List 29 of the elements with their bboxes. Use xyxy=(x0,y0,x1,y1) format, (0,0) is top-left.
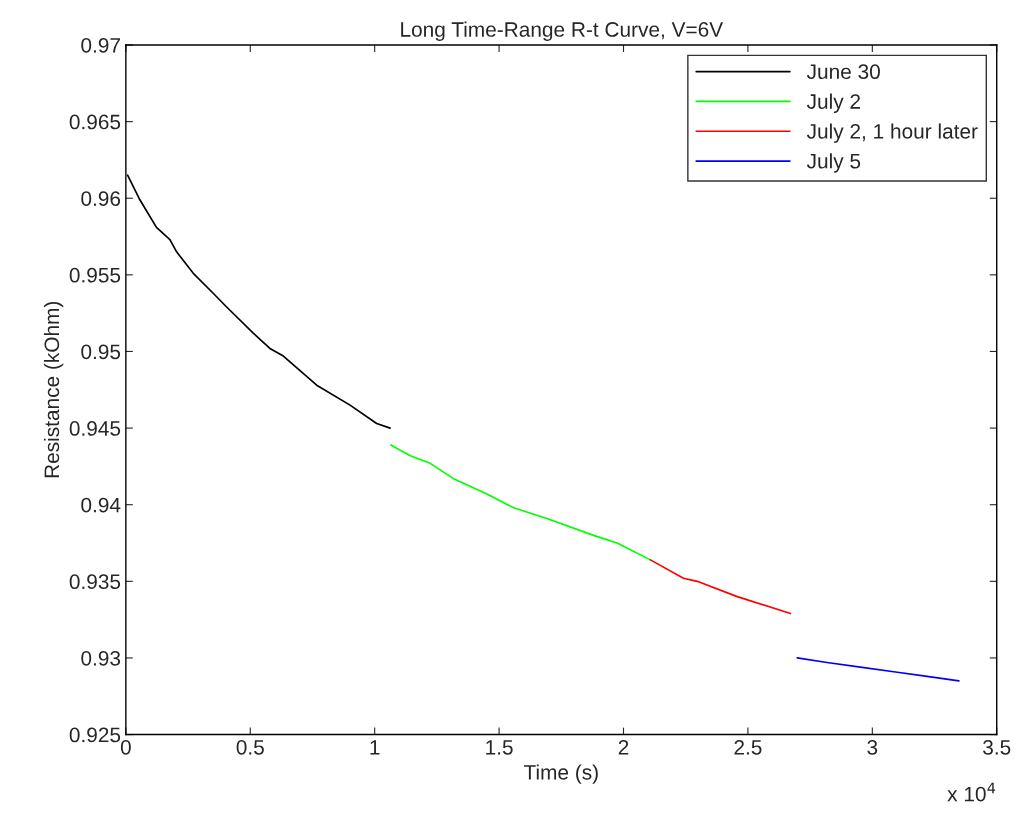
legend-label: June 30 xyxy=(806,64,880,80)
y-tick-label: 0.95 xyxy=(81,344,121,360)
y-tick-label: 0.945 xyxy=(69,421,121,436)
x-tick-label: 2 xyxy=(618,739,629,755)
line-series xyxy=(796,657,960,682)
y-tick-label: 0.96 xyxy=(81,191,121,206)
line-series xyxy=(649,559,792,615)
legend-label: July 2 xyxy=(806,93,860,113)
x-tick-label: 1.5 xyxy=(486,740,513,755)
x-axis-title: Time (s) xyxy=(523,764,598,784)
x-tick-label: 0.5 xyxy=(236,739,264,755)
y-tick-label: 0.94 xyxy=(81,497,121,513)
y-axis-title: Resistance (kOhm) xyxy=(43,301,64,478)
y-tick-label: 0.955 xyxy=(69,267,121,283)
y-tick-label: 0.935 xyxy=(69,574,121,590)
y-tick-label: 0.925 xyxy=(69,727,121,743)
y-tick-label: 0.93 xyxy=(81,650,121,666)
x-tick-label: 2.5 xyxy=(734,739,762,755)
x-tick-label: 1 xyxy=(370,740,380,755)
x-tick-label: 0 xyxy=(120,739,131,755)
legend-label: July 5 xyxy=(806,153,861,173)
chart-title: Long Time-Range R-t Curve, V=6V xyxy=(401,21,724,41)
line-series xyxy=(390,444,652,561)
legend-label: July 2, 1 hour later xyxy=(806,123,978,143)
text: x 10$^{4}$ xyxy=(947,782,996,802)
y-tick-label: 0.965 xyxy=(69,114,121,130)
x-tick-label: 3 xyxy=(867,739,878,755)
x-tick-label: 3.5 xyxy=(983,739,1011,755)
y-tick-label: 0.97 xyxy=(81,37,120,53)
